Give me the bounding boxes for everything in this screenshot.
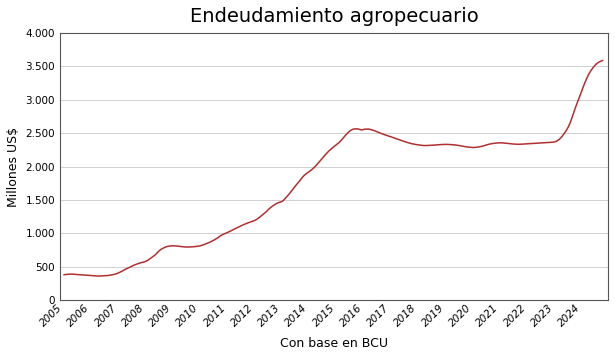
X-axis label: Con base en BCU: Con base en BCU [280,337,388,350]
Y-axis label: Millones US$: Millones US$ [7,126,20,207]
Title: Endeudamiento agropecuario: Endeudamiento agropecuario [189,7,478,26]
